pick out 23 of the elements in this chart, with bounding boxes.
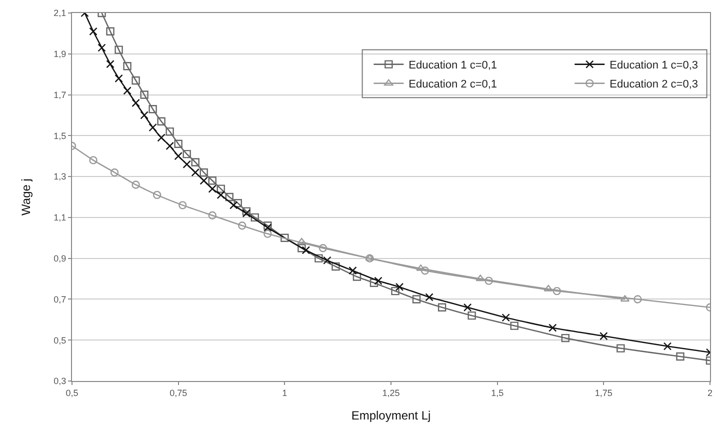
y-tick-label: 0,9 bbox=[54, 253, 66, 264]
y-tick-label: 2,1 bbox=[54, 8, 66, 18]
x-tick-label: 0,5 bbox=[66, 388, 78, 398]
legend-label: Education 2 c=0,1 bbox=[408, 78, 498, 91]
y-tick-label: 1,3 bbox=[54, 172, 66, 182]
legend-label: Education 1 c=0,3 bbox=[610, 60, 698, 72]
y-tick-label: 1,9 bbox=[54, 49, 66, 60]
legend-label: Education 2 c=0,3 bbox=[610, 78, 698, 91]
y-tick-label: 0,3 bbox=[54, 376, 66, 386]
x-axis-title: Employment Lj bbox=[351, 408, 431, 423]
y-tick-label: 0,7 bbox=[54, 294, 66, 304]
x-tick-label: 1 bbox=[282, 388, 288, 398]
y-tick-label: 1,1 bbox=[54, 212, 66, 223]
y-tick-label: 1,7 bbox=[54, 90, 66, 100]
x-tick-label: 1,5 bbox=[491, 388, 504, 398]
y-tick-label: 0,5 bbox=[54, 335, 66, 346]
x-tick-label: 1,75 bbox=[594, 388, 612, 398]
y-axis-title: Wage j bbox=[18, 178, 33, 216]
x-tick-label: 1,25 bbox=[382, 388, 400, 398]
x-tick-label: 0,75 bbox=[170, 388, 188, 398]
y-tick-label: 1,5 bbox=[54, 130, 66, 141]
legend-label: Education 1 c=0,1 bbox=[408, 60, 498, 72]
x-tick-label: 2 bbox=[707, 388, 713, 398]
